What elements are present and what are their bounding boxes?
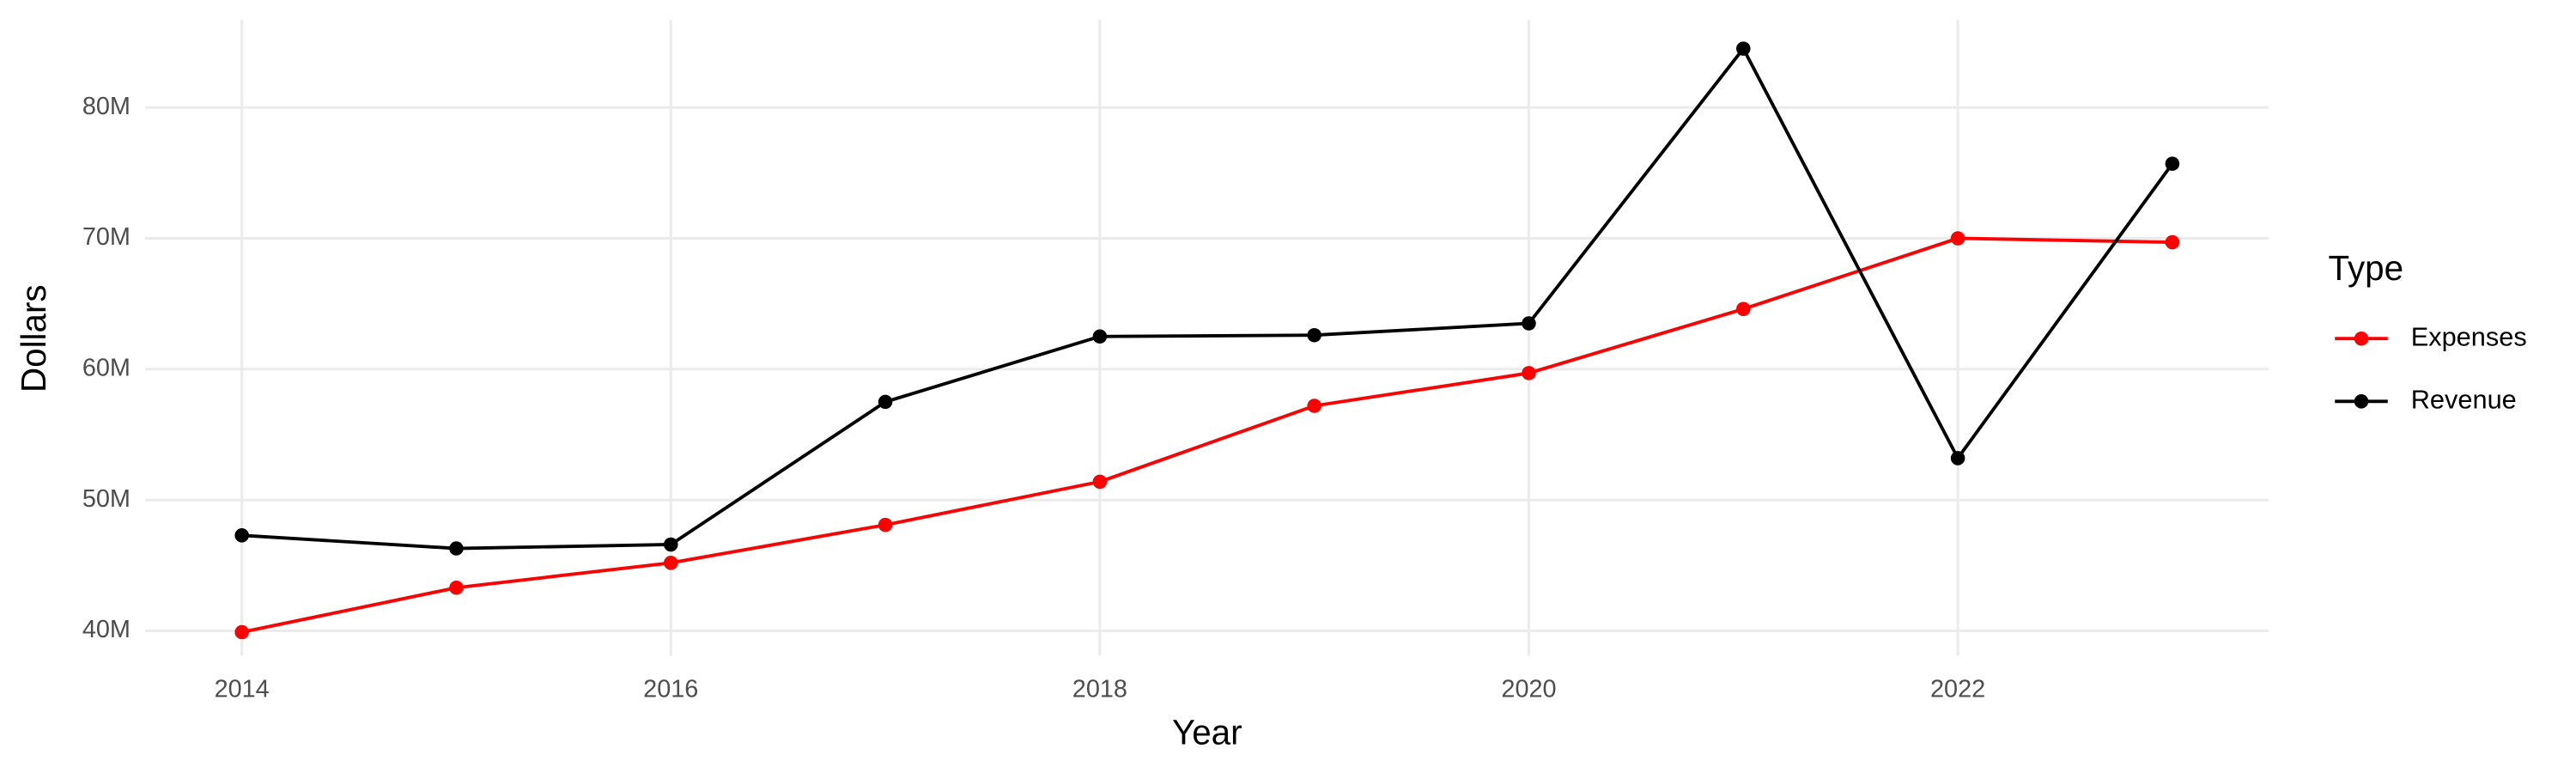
x-axis-title: Year [1172, 712, 1242, 752]
data-point [1522, 316, 1536, 331]
y-tick-label: 40M [82, 616, 131, 643]
y-tick-label: 50M [82, 485, 131, 513]
data-point [1736, 41, 1751, 56]
x-tick-label: 2016 [643, 675, 698, 703]
y-tick-label: 70M [82, 223, 131, 251]
data-point [234, 528, 249, 543]
y-tick-label: 80M [82, 93, 131, 120]
data-point [1950, 451, 1965, 466]
legend-swatch-point [2354, 394, 2369, 409]
grid: 40M 50M 60M 70M 80M 2014 2016 2018 2020 2022 [82, 20, 2269, 703]
data-point [1307, 327, 1321, 343]
legend-label: Expenses [2411, 321, 2527, 351]
data-point [878, 394, 893, 410]
data-point [1092, 329, 1108, 344]
legend: Expenses Revenue [2335, 321, 2527, 414]
data-point [449, 580, 464, 595]
data-point [2165, 156, 2180, 171]
x-tick-label: 2014 [215, 675, 270, 703]
data-point [2165, 234, 2180, 250]
data-point [1950, 231, 1965, 246]
plot-area [234, 41, 2180, 640]
y-axis-title: Dollars [14, 284, 53, 393]
data-point [234, 624, 249, 640]
data-point [1307, 399, 1321, 413]
data-point [1092, 474, 1108, 490]
data-point [1522, 366, 1536, 380]
x-tick-label: 2018 [1072, 675, 1127, 703]
y-tick-label: 60M [82, 354, 131, 381]
legend-swatch-point [2354, 331, 2369, 346]
series-line [241, 236, 2172, 634]
legend-label: Revenue [2411, 384, 2517, 414]
data-point [1736, 301, 1751, 317]
legend-title: Type [2329, 248, 2404, 288]
x-tick-label: 2022 [1930, 675, 1985, 703]
data-point [663, 537, 678, 552]
x-tick-label: 2020 [1501, 675, 1556, 703]
data-point [449, 541, 464, 556]
series-line [241, 46, 2174, 551]
data-point [663, 556, 678, 570]
data-point [878, 517, 893, 533]
